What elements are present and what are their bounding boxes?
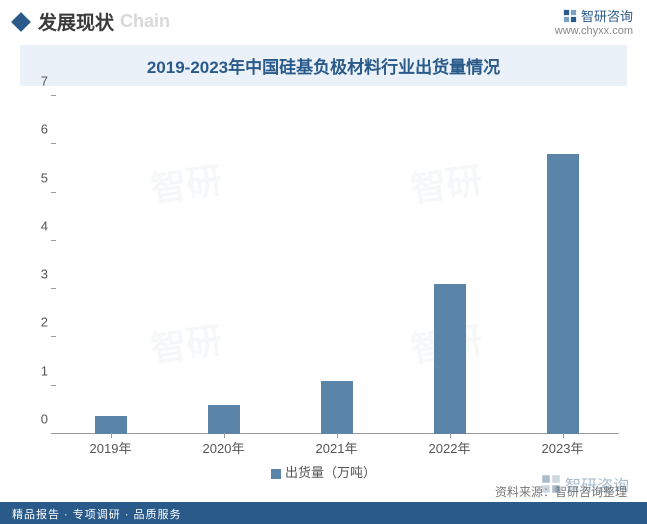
y-tick-label: 7 — [41, 74, 48, 89]
brand-name-wm: 智研咨询 — [565, 472, 629, 496]
brand-name: 智研咨询 — [581, 6, 633, 25]
bars-container — [54, 96, 619, 434]
x-label: 2022年 — [393, 434, 506, 456]
y-tick-label: 5 — [41, 170, 48, 185]
y-tick-label: 0 — [41, 412, 48, 427]
x-tick-mark — [337, 433, 338, 438]
brand-footer-watermark: 智研咨询 — [541, 472, 629, 496]
x-label: 2023年 — [506, 434, 619, 456]
bar-column — [167, 96, 280, 434]
brand-logo-icon — [563, 9, 577, 23]
bar — [321, 381, 353, 434]
bar — [434, 284, 466, 434]
y-tick-label: 4 — [41, 218, 48, 233]
diamond-icon — [11, 12, 31, 32]
x-label: 2020年 — [167, 434, 280, 456]
bar — [208, 405, 240, 434]
header-title-en: Chain — [120, 11, 170, 32]
legend-swatch — [271, 469, 281, 479]
chart-title-wrap: 2019-2023年中国硅基负极材料行业出货量情况 — [20, 45, 627, 86]
x-label: 2019年 — [54, 434, 167, 456]
chart-area: 2019-2023年中国硅基负极材料行业出货量情况 智研 智研 智研 智研 01… — [0, 39, 647, 483]
brand-url: www.chyxx.com — [555, 25, 633, 37]
y-axis: 01234567 — [30, 96, 54, 434]
y-tick-label: 3 — [41, 267, 48, 282]
bar-column — [506, 96, 619, 434]
header-title-cn: 发展现状 — [38, 8, 114, 35]
bar-column — [54, 96, 167, 434]
brand-block: 智研咨询 www.chyxx.com — [555, 6, 633, 37]
y-tick-label: 2 — [41, 315, 48, 330]
x-tick-mark — [563, 433, 564, 438]
legend-label: 出货量（万吨） — [285, 465, 376, 480]
bar — [547, 154, 579, 434]
plot-region: 智研 智研 智研 智研 01234567 2019年2020年2021年2022… — [30, 96, 619, 456]
x-tick-mark — [224, 433, 225, 438]
bar — [95, 416, 127, 434]
x-tick-mark — [111, 433, 112, 438]
bar-column — [280, 96, 393, 434]
y-tick-label: 1 — [41, 363, 48, 378]
chart-title: 2019-2023年中国硅基负极材料行业出货量情况 — [147, 58, 500, 77]
y-tick-label: 6 — [41, 122, 48, 137]
footer-bar: 精品报告 · 专项调研 · 品质服务 — [0, 502, 647, 524]
x-labels: 2019年2020年2021年2022年2023年 — [54, 434, 619, 456]
header-bar: 发展现状 Chain 智研咨询 www.chyxx.com — [0, 0, 647, 39]
legend: 出货量（万吨） — [20, 456, 627, 483]
brand-logo-icon — [541, 474, 561, 494]
x-tick-mark — [450, 433, 451, 438]
x-label: 2021年 — [280, 434, 393, 456]
bar-column — [393, 96, 506, 434]
